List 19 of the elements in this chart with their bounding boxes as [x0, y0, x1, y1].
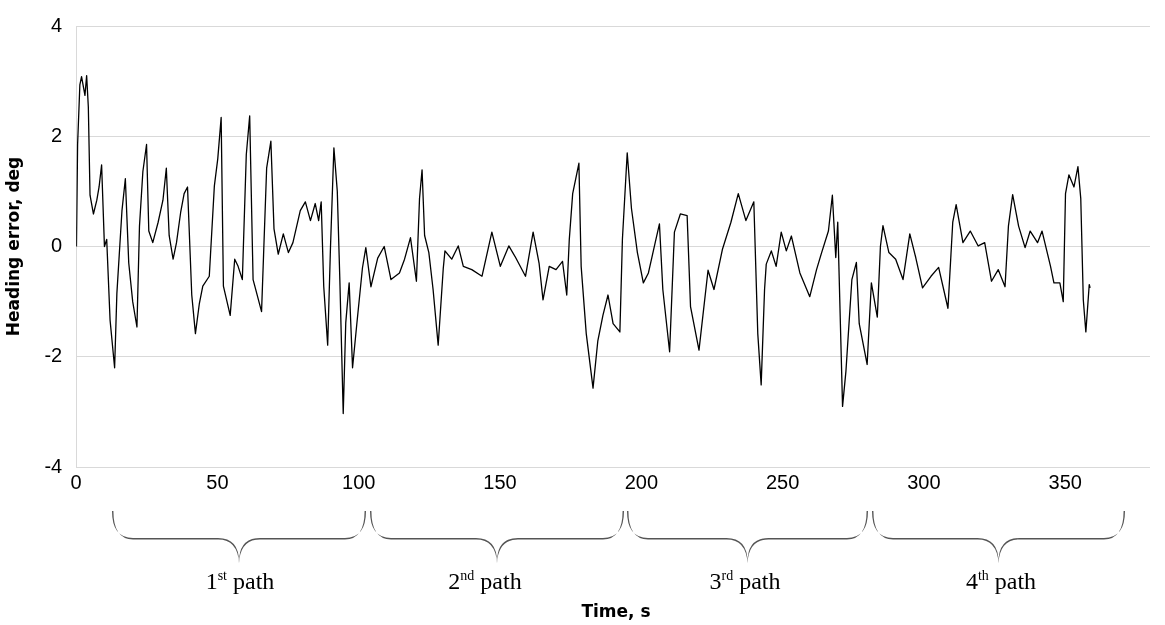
x-tick-label: 250 [765, 470, 800, 493]
x-tick-label: 300 [907, 470, 941, 493]
y-tick-label: 4 [51, 13, 63, 36]
y-axis-title: Heading error, deg [2, 156, 23, 337]
text: 4$^{th}$ path [965, 568, 1037, 595]
text: 1$^{st}$ path [205, 568, 275, 595]
y-tick-label: 2 [51, 123, 63, 146]
x-tick-label: 150 [483, 470, 517, 493]
y-tick-label: 0 [51, 234, 63, 257]
x-tick-label: 0 [70, 470, 82, 493]
text: 3$^{rd}$ path [709, 568, 781, 595]
text: Time, s [581, 601, 651, 621]
x-tick-label: 100 [342, 470, 376, 493]
x-tick-label: 50 [206, 470, 229, 493]
x-tick-label: 200 [624, 470, 659, 493]
text: 2$^{nd}$ path [448, 568, 522, 595]
y-tick-label: -4 [44, 454, 63, 477]
y-tick-label: -2 [44, 344, 63, 367]
x-tick-label: 350 [1048, 470, 1082, 493]
